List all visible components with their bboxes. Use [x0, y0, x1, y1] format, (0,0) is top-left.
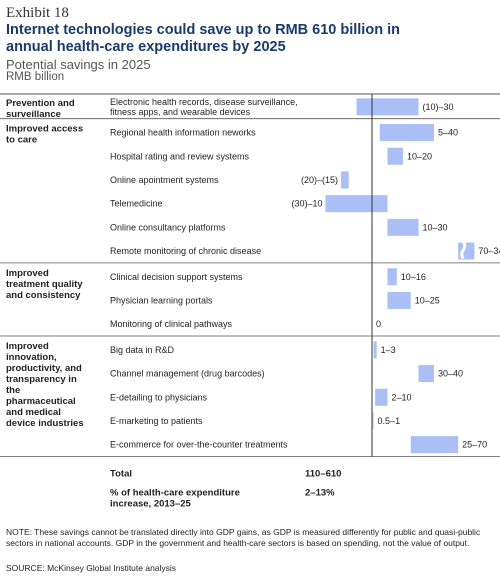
- range-bar: [375, 388, 388, 406]
- lever-label: Telemedicine: [110, 199, 163, 209]
- unit-label: RMB billion: [6, 71, 65, 83]
- range-bar: [325, 195, 388, 213]
- category-label: Improved access to care: [6, 124, 83, 146]
- category-label: Prevention and surveillance: [6, 98, 75, 120]
- range-value-label: 0.5–1: [378, 416, 401, 426]
- range-bar: [356, 98, 419, 116]
- total-value: 110–610: [305, 469, 341, 480]
- range-bar: [387, 291, 411, 309]
- range-value-label: 10–25: [415, 295, 440, 305]
- lever-label: Physician learning portals: [110, 295, 213, 305]
- range-bar: [458, 242, 475, 260]
- lever-label: Hospital rating and review systems: [110, 151, 250, 161]
- range-bar: [387, 147, 403, 165]
- lever-label: E-detailing to physicians: [110, 392, 208, 402]
- range-bar: [418, 365, 434, 383]
- range-bar: [373, 341, 377, 359]
- chart-subtitle: Potential savings in 2025: [6, 57, 151, 72]
- range-value-label: 10–16: [401, 272, 426, 282]
- range-bar: [387, 218, 419, 236]
- range-value-label: (10)–30: [423, 102, 454, 112]
- lever-label: Clinical decision support systems: [110, 272, 243, 282]
- range-value-label: 1–3: [381, 345, 396, 355]
- source-note: SOURCE: McKinsey Global Institute analys…: [6, 563, 177, 573]
- range-bar: [387, 268, 397, 286]
- range-value-label: 5–40: [438, 128, 458, 138]
- range-value-label: 10–20: [407, 151, 432, 161]
- range-value-label: (20)–(15): [301, 175, 338, 185]
- range-value-label: 25–70: [462, 440, 487, 450]
- category-label: Improved treatment quality and consistency: [6, 268, 83, 301]
- lever-label: Remote monitoring of chronic disease: [110, 246, 261, 256]
- total-label: Total: [110, 469, 132, 480]
- lever-label: Electronic health records, disease surve…: [110, 97, 298, 117]
- axis-break-mark: [460, 240, 467, 260]
- expenditure-share-label: % of health-care expenditure increase, 20…: [110, 488, 240, 510]
- range-value-label: 0: [376, 319, 381, 329]
- expenditure-share-value: 2–13%: [305, 488, 335, 499]
- lever-label: Channel management (drug barcodes): [110, 369, 265, 379]
- lever-label: Monitoring of clinical pathways: [110, 319, 233, 329]
- range-value-label: 10–30: [423, 222, 448, 232]
- lever-label: Regional health information neworks: [110, 128, 256, 138]
- range-bar: [379, 124, 434, 142]
- category-label: Improved innovation, productivity, and tran…: [6, 341, 84, 429]
- range-value-label: 70–340: [478, 246, 500, 256]
- range-bar: [341, 171, 349, 189]
- lever-label: E-marketing to patients: [110, 416, 203, 426]
- range-bar: [372, 412, 374, 430]
- chart-title: Internet technologies could save up to R…: [6, 22, 400, 55]
- range-bar: [410, 436, 459, 454]
- range-bar-chart: Prevention and surveillance Electronic hea…: [0, 93, 500, 510]
- range-value-label: (30)–10: [291, 199, 322, 209]
- lever-label: E-commerce for over-the-counter treatmen…: [110, 440, 288, 450]
- range-value-label: 30–40: [438, 369, 463, 379]
- range-value-label: 2–10: [392, 392, 412, 402]
- lever-label: Online consultancy platforms: [110, 222, 226, 232]
- lever-label: Big data in R&D: [110, 345, 175, 355]
- exhibit-label: Exhibit 18: [6, 5, 69, 21]
- lever-label: Online apointment systems: [110, 175, 219, 185]
- footnote: NOTE: These savings cannot be translated…: [6, 527, 481, 548]
